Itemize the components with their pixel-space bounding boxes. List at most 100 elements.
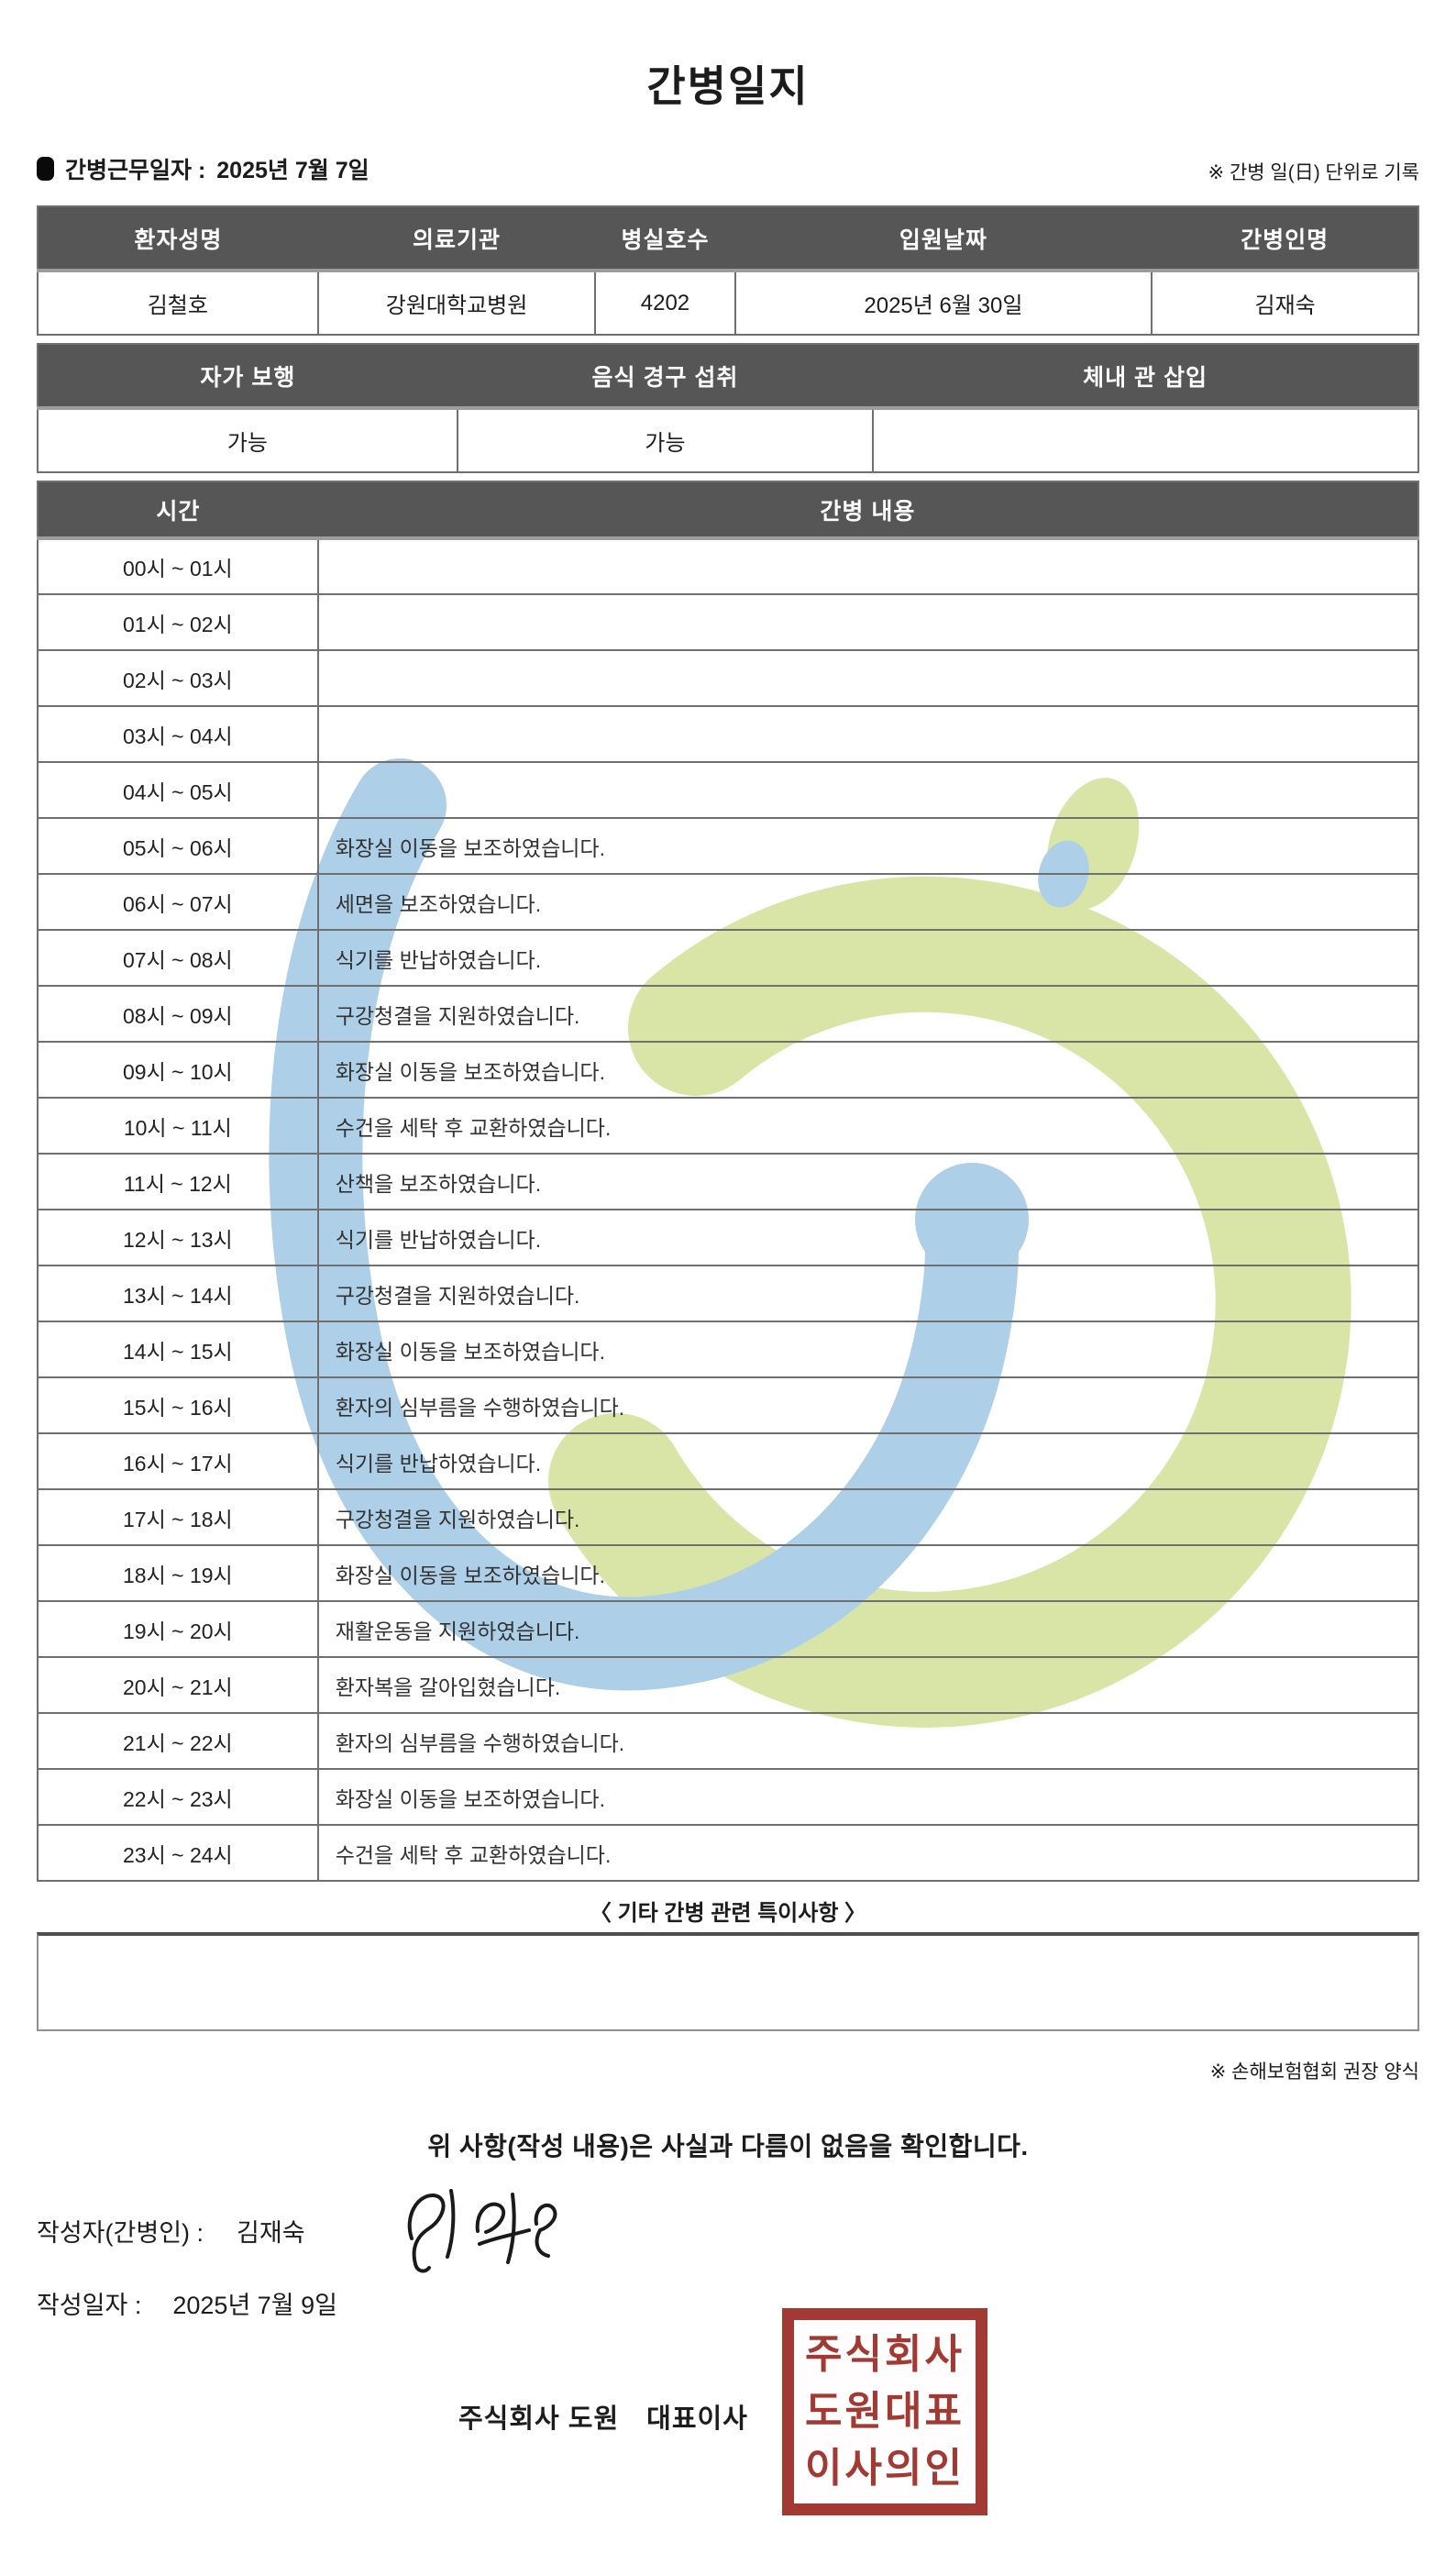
patient-name: 김철호 xyxy=(37,270,319,336)
care-log-row: 10시 ~ 11시 수건을 세탁 후 교환하였습니다. xyxy=(37,1097,1420,1155)
care-log-row: 22시 ~ 23시 화장실 이동을 보조하였습니다. xyxy=(37,1768,1420,1826)
stamp-text-line: 이사의인 xyxy=(805,2446,965,2491)
admission-date: 2025년 6월 30일 xyxy=(734,270,1153,336)
care-content: 수건을 세탁 후 교환하였습니다. xyxy=(316,1097,1420,1155)
status-header-row: 자가 보행 음식 경구 섭취 체내 관 삽입 xyxy=(38,344,1418,410)
status-value-row: 가능 가능 xyxy=(37,407,1419,473)
notes-title: 〈 기타 간병 관련 특이사항 〉 xyxy=(589,1901,867,1926)
time-slot: 00시 ~ 01시 xyxy=(37,537,319,595)
stamp-text-line: 주식회사 xyxy=(805,2332,965,2377)
header-room-number: 병실호수 xyxy=(595,206,735,272)
signature xyxy=(407,2189,557,2273)
care-log-row: 15시 ~ 16시 환자의 심부름을 수행하였습니다. xyxy=(37,1376,1420,1434)
date-line: 작성일자 : 2025년 7월 9일 xyxy=(37,2285,1419,2321)
header-internal-tube: 체내 관 삽입 xyxy=(873,344,1418,410)
time-slot: 17시 ~ 18시 xyxy=(37,1488,319,1546)
header-time: 시간 xyxy=(38,481,318,540)
internal-tube-value xyxy=(872,407,1419,473)
company-seal-stamp: 주식회사 도원대표 이사의인 xyxy=(782,2308,987,2515)
care-log-row: 17시 ~ 18시 구강청결을 지원하였습니다. xyxy=(37,1488,1420,1546)
care-log-row: 00시 ~ 01시 xyxy=(37,537,1420,595)
care-content: 화장실 이동을 보조하였습니다. xyxy=(316,1321,1420,1378)
care-log-row: 03시 ~ 04시 xyxy=(37,705,1420,763)
header-medical-institution: 의료기관 xyxy=(317,206,596,272)
care-content: 식기를 반납하였습니다. xyxy=(316,929,1420,987)
time-slot: 16시 ~ 17시 xyxy=(37,1432,319,1490)
patient-info-header-row: 환자성명 의료기관 병실호수 입원날짜 간병인명 xyxy=(38,206,1418,272)
room-number: 4202 xyxy=(594,270,736,336)
header-caregiver-name: 간병인명 xyxy=(1152,206,1418,272)
document-content: 간병일지 간병근무일자 : 2025년 7월 7일 ※ 간병 일(日) 단위로 … xyxy=(37,62,1420,2321)
square-bullet-icon xyxy=(37,157,54,181)
oral-intake-value: 가능 xyxy=(456,407,875,473)
care-log-row: 16시 ~ 17시 식기를 반납하였습니다. xyxy=(37,1432,1420,1490)
care-content: 화장실 이동을 보조하였습니다. xyxy=(316,1544,1420,1602)
header-admission-date: 입원날짜 xyxy=(734,206,1153,272)
care-content: 재활운동을 지원하였습니다. xyxy=(316,1600,1420,1658)
medical-institution: 강원대학교병원 xyxy=(316,270,597,336)
care-log-body: 00시 ~ 01시 01시 ~ 02시 02시 ~ 03시 03시 ~ 04시 04시 … xyxy=(37,537,1420,1882)
time-slot: 20시 ~ 21시 xyxy=(37,1656,319,1714)
work-date-line: 간병근무일자 : 2025년 7월 7일 xyxy=(37,152,370,185)
care-content: 구강청결을 지원하였습니다. xyxy=(316,1488,1420,1546)
patient-status-table: 자가 보행 음식 경구 섭취 체내 관 삽입 가능 가능 xyxy=(37,343,1419,473)
care-log-table: 시간 간병 내용 00시 ~ 01시 01시 ~ 02시 02시 ~ 03시 03시 … xyxy=(37,481,1420,1882)
meta-row: 간병근무일자 : 2025년 7월 7일 ※ 간병 일(日) 단위로 기록 xyxy=(37,152,1419,185)
care-content: 환자의 심부름을 수행하였습니다. xyxy=(316,1376,1420,1434)
care-content xyxy=(316,593,1420,651)
time-slot: 22시 ~ 23시 xyxy=(37,1768,319,1826)
confirmation-statement: 위 사항(작성 내용)은 사실과 다름이 없음을 확인합니다. xyxy=(427,2132,1029,2161)
care-content xyxy=(316,761,1420,819)
care-content: 수건을 세탁 후 교환하였습니다. xyxy=(316,1824,1420,1882)
footer-company-line: 주식회사 도원 대표이사 xyxy=(458,2397,748,2436)
time-slot: 09시 ~ 10시 xyxy=(37,1041,319,1099)
time-slot: 06시 ~ 07시 xyxy=(37,873,319,931)
care-content xyxy=(316,649,1420,707)
written-date-label: 작성일자 : xyxy=(37,2292,142,2319)
care-log-row: 20시 ~ 21시 환자복을 갈아입혔습니다. xyxy=(37,1656,1420,1714)
care-content: 구강청결을 지원하였습니다. xyxy=(316,1265,1420,1322)
self-walking-value: 가능 xyxy=(37,407,458,473)
care-log-row: 09시 ~ 10시 화장실 이동을 보조하였습니다. xyxy=(37,1041,1420,1099)
care-content: 식기를 반납하였습니다. xyxy=(316,1432,1420,1490)
time-slot: 10시 ~ 11시 xyxy=(37,1097,319,1155)
unit-note: ※ 간병 일(日) 단위로 기록 xyxy=(1208,162,1419,183)
time-slot: 11시 ~ 12시 xyxy=(37,1153,319,1210)
care-log-row: 08시 ~ 09시 구강청결을 지원하였습니다. xyxy=(37,985,1420,1043)
writer-name: 김재숙 xyxy=(237,2219,305,2247)
care-content xyxy=(316,705,1420,763)
care-content: 화장실 이동을 보조하였습니다. xyxy=(316,1768,1420,1826)
writer-label: 작성자(간병인) : xyxy=(37,2219,204,2247)
care-content xyxy=(316,537,1420,595)
time-slot: 04시 ~ 05시 xyxy=(37,761,319,819)
care-log-row: 01시 ~ 02시 xyxy=(37,593,1420,651)
care-content: 구강청결을 지원하였습니다. xyxy=(316,985,1420,1043)
care-content: 산책을 보조하였습니다. xyxy=(316,1153,1420,1210)
patient-info-table: 환자성명 의료기관 병실호수 입원날짜 간병인명 김철호 강원대학교병원 420… xyxy=(37,205,1419,336)
work-date-label: 간병근무일자 : xyxy=(65,158,206,183)
written-date-value: 2025년 7월 9일 xyxy=(172,2292,337,2319)
company-name: 주식회사 도원 xyxy=(458,2404,620,2434)
time-slot: 15시 ~ 16시 xyxy=(37,1376,319,1434)
page-title: 간병일지 xyxy=(646,62,810,110)
care-log-row: 18시 ~ 19시 화장실 이동을 보조하였습니다. xyxy=(37,1544,1420,1602)
notes-box xyxy=(37,1932,1419,2031)
time-slot: 18시 ~ 19시 xyxy=(37,1544,319,1602)
time-slot: 21시 ~ 22시 xyxy=(37,1712,319,1770)
patient-info-value-row: 김철호 강원대학교병원 4202 2025년 6월 30일 김재숙 xyxy=(37,270,1419,336)
care-log-row: 13시 ~ 14시 구강청결을 지원하였습니다. xyxy=(37,1265,1420,1322)
care-content: 화장실 이동을 보조하였습니다. xyxy=(316,817,1420,875)
care-log-row: 04시 ~ 05시 xyxy=(37,761,1420,819)
time-slot: 01시 ~ 02시 xyxy=(37,593,319,651)
care-content: 세면을 보조하였습니다. xyxy=(316,873,1420,931)
time-slot: 05시 ~ 06시 xyxy=(37,817,319,875)
form-note: ※ 손해보험협회 권장 양식 xyxy=(1209,2061,1419,2083)
time-slot: 23시 ~ 24시 xyxy=(37,1824,319,1882)
care-content: 환자의 심부름을 수행하였습니다. xyxy=(316,1712,1420,1770)
care-log-header-row: 시간 간병 내용 xyxy=(38,481,1418,540)
care-log-row: 19시 ~ 20시 재활운동을 지원하였습니다. xyxy=(37,1600,1420,1658)
time-slot: 02시 ~ 03시 xyxy=(37,649,319,707)
care-log-row: 23시 ~ 24시 수건을 세탁 후 교환하였습니다. xyxy=(37,1824,1420,1882)
header-oral-intake: 음식 경구 섭취 xyxy=(457,344,874,410)
